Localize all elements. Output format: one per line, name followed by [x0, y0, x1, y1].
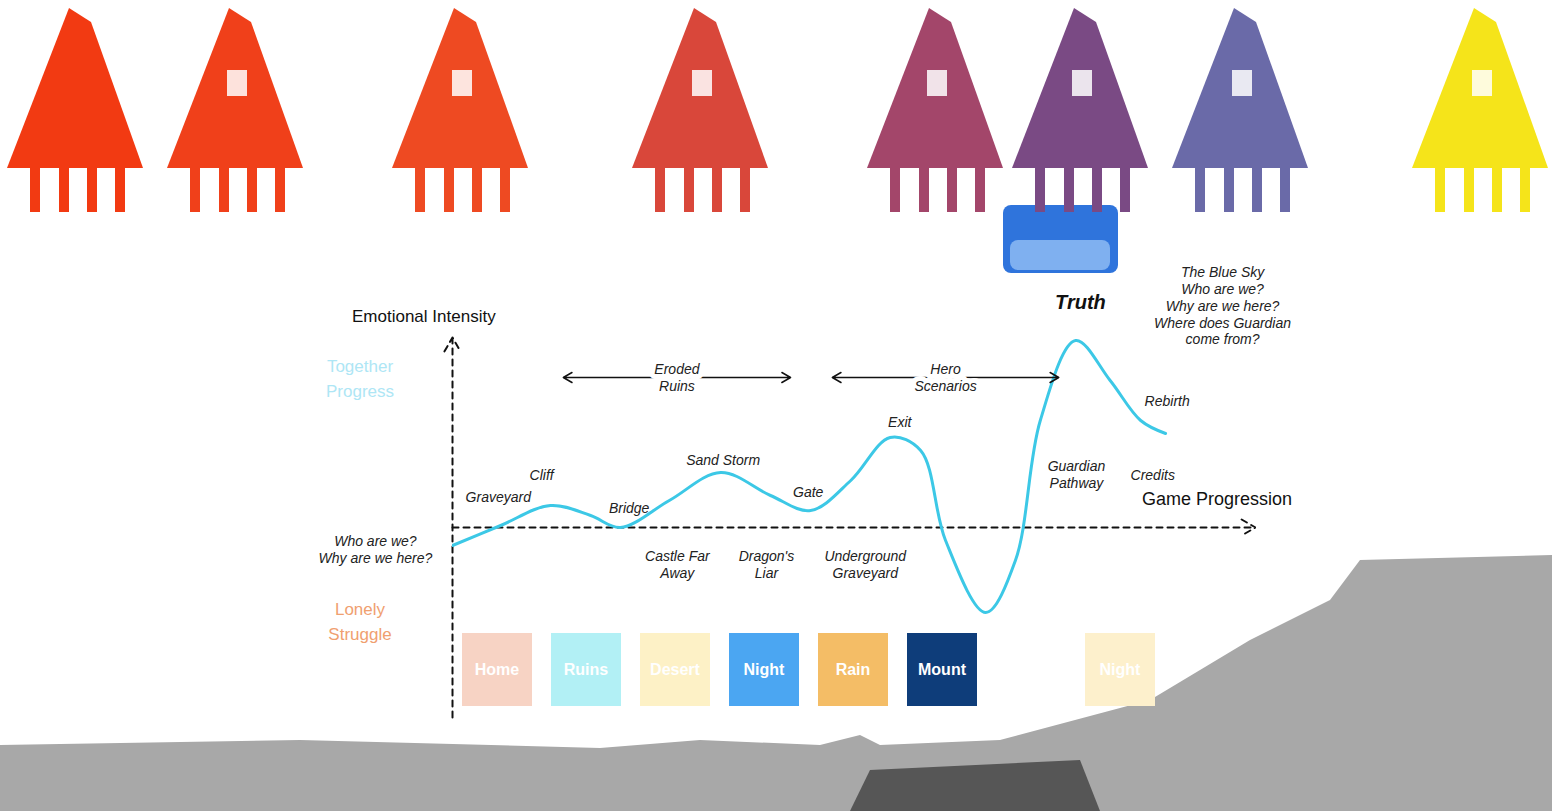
svg-text:Sand Storm: Sand Storm — [686, 452, 760, 468]
svg-text:ErodedRuins: ErodedRuins — [654, 361, 700, 394]
svg-text:Credits: Credits — [1131, 467, 1175, 483]
html-text:Night: Night — [1099, 660, 1141, 678]
svg-text:ErodedRuins: ErodedRuins — [654, 361, 700, 394]
svg-text:Bridge: Bridge — [609, 500, 650, 516]
html-text:Lonely Struggle: Lonely Struggle — [328, 600, 392, 644]
svg-text:UndergroundGraveyard: UndergroundGraveyard — [824, 548, 907, 581]
html-text:Home: Home — [474, 660, 520, 678]
svg-text:Truth: Truth — [1055, 291, 1106, 313]
html-text:Together Progress: Together Progress — [326, 357, 394, 401]
html-text:Desert: Desert — [650, 660, 700, 678]
html-text:Night: Night — [743, 660, 785, 678]
svg-text:Gate: Gate — [793, 484, 824, 500]
html-text:Emotional Intensity: Emotional Intensity — [352, 307, 496, 326]
svg-text:GuardianPathway: GuardianPathway — [1048, 458, 1106, 491]
svg-text:Graveyard: Graveyard — [466, 489, 533, 505]
html-text:Rain: Rain — [835, 660, 871, 678]
svg-text:The Blue SkyWho are we?Why are: The Blue SkyWho are we?Why are we here?W… — [1154, 264, 1291, 347]
svg-text:HeroScenarios: HeroScenarios — [914, 361, 976, 394]
svg-text:Dragon'sLiar: Dragon'sLiar — [739, 548, 795, 581]
html-text:Ruins: Ruins — [563, 660, 609, 678]
svg-text:Who are we?Why are we here?: Who are we?Why are we here? — [319, 533, 433, 566]
svg-text:Cliff: Cliff — [530, 467, 556, 483]
svg-text:Castle FarAway: Castle FarAway — [645, 548, 711, 581]
html-text:Game Progression: Game Progression — [1142, 489, 1293, 509]
html-text:Mount: Mount — [918, 660, 966, 678]
svg-text:Exit: Exit — [888, 414, 912, 430]
svg-text:Rebirth: Rebirth — [1145, 393, 1190, 409]
svg-text:HeroScenarios: HeroScenarios — [914, 361, 976, 394]
